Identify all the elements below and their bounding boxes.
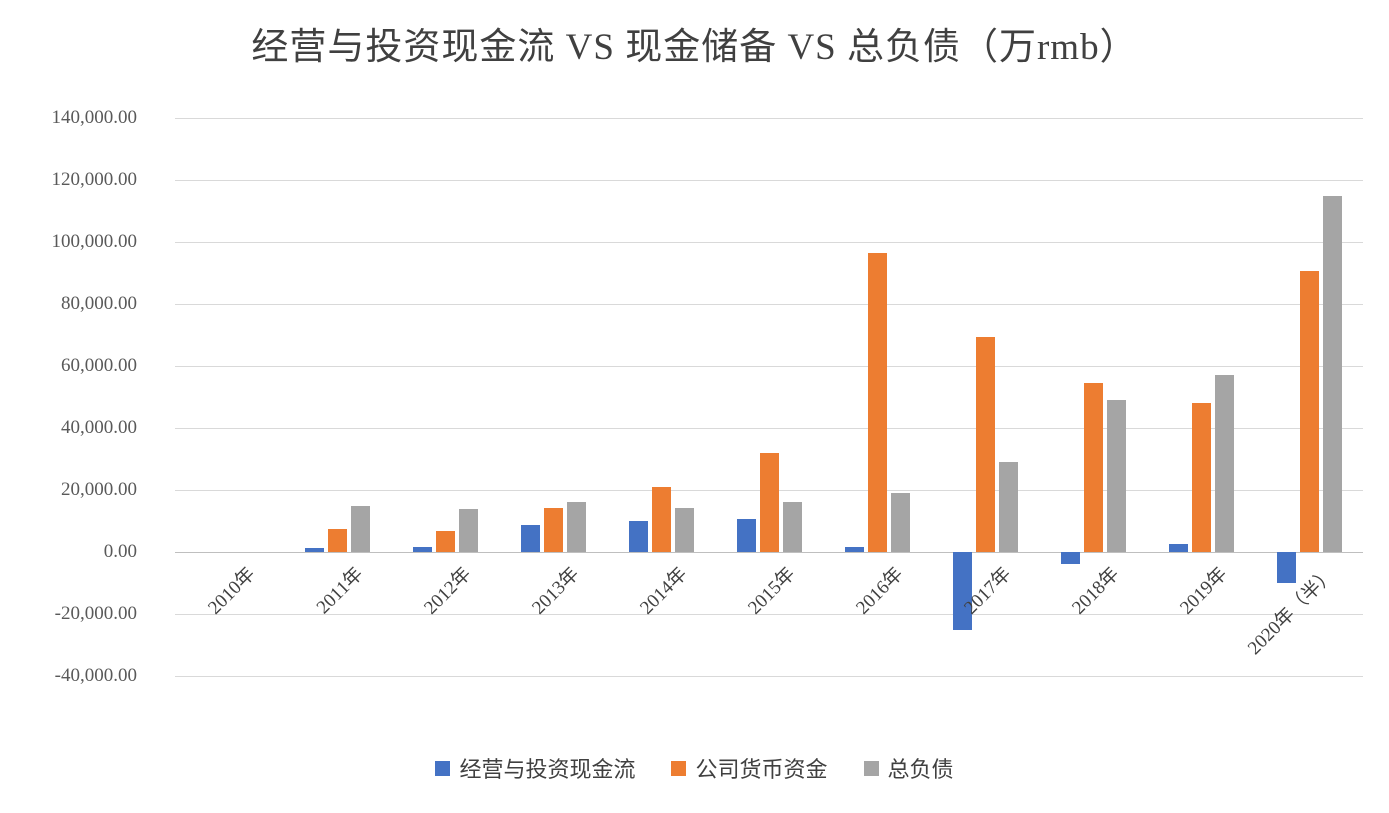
plot-area: -40,000.00 -20,000.00 0.00 20,000.00 40,000.… [52, 107, 1363, 686]
bar-total-liabilities-2017 [998, 462, 1018, 552]
gridline [175, 614, 1363, 615]
bar-company-cash-funds-2014 [651, 486, 671, 552]
bar-company-cash-funds-2015 [759, 452, 779, 552]
gridline [175, 428, 1363, 429]
bar-operating-investing-cashflow-2017 [952, 552, 972, 630]
gridline [175, 304, 1363, 305]
bar-total-liabilities-2013 [566, 502, 586, 552]
y-axis-tick-label: -20,000.00 [54, 603, 137, 624]
legend-swatch-icon [863, 760, 879, 776]
x-axis-tick-label: 2010年 [204, 563, 260, 619]
bar-operating-investing-cashflow-2019 [1168, 543, 1188, 552]
gridline [175, 676, 1363, 677]
bar-operating-investing-cashflow-2011 [304, 548, 324, 552]
x-axis-tick-label: 2015年 [744, 563, 800, 619]
chart-title: 经营与投资现金流 VS 现金储备 VS 总负债（万rmb） [251, 27, 1138, 68]
bar-company-cash-funds-2011 [327, 528, 347, 552]
bar-company-cash-funds-2016 [867, 252, 887, 552]
bar-operating-investing-cashflow-2016 [844, 546, 864, 552]
legend-item-total-liabilities: 总负债 [863, 752, 954, 784]
legend-swatch-icon [435, 760, 451, 776]
x-axis-tick-label: 2014年 [636, 563, 692, 619]
bar-operating-investing-cashflow-2015 [736, 519, 756, 552]
y-axis-tick-label: 100,000.00 [51, 231, 138, 252]
bar-total-liabilities-2011 [350, 505, 370, 552]
bar-company-cash-funds-2018 [1083, 383, 1103, 552]
x-axis-tick-label: 2012年 [420, 563, 476, 619]
legend-item-operating-investing-cashflow: 经营与投资现金流 [435, 752, 635, 784]
legend-label: 总负债 [887, 757, 954, 782]
legend-item-company-cash-funds: 公司货币资金 [671, 752, 828, 784]
bar-company-cash-funds-2017 [975, 336, 995, 552]
bar-total-liabilities-2014 [674, 507, 694, 552]
legend: 经营与投资现金流 公司货币资金 总负债 [0, 752, 1389, 784]
x-axis-tick-label: 2011年 [312, 563, 368, 619]
bar-company-cash-funds-2020 [1299, 271, 1319, 552]
legend-label: 经营与投资现金流 [459, 757, 636, 782]
bar-operating-investing-cashflow-2018 [1060, 552, 1080, 565]
x-axis-tick-label: 2018年 [1068, 563, 1124, 619]
x-axis-line [175, 552, 1363, 553]
y-axis-tick-label: 0.00 [103, 541, 137, 562]
y-axis-tick-label: -40,000.00 [54, 665, 137, 686]
gridline [175, 366, 1363, 367]
bar-operating-investing-cashflow-2014 [628, 521, 648, 552]
bar-company-cash-funds-2013 [543, 507, 563, 552]
x-axis-tick-label: 2016年 [852, 563, 908, 619]
bar-operating-investing-cashflow-2020 [1276, 552, 1296, 583]
y-axis-tick-label: 60,000.00 [61, 355, 137, 376]
bar-company-cash-funds-2019 [1191, 403, 1211, 552]
y-axis-tick-label: 40,000.00 [61, 417, 137, 438]
bar-operating-investing-cashflow-2013 [520, 525, 540, 552]
y-axis-tick-label: 120,000.00 [51, 169, 138, 190]
bar-total-liabilities-2019 [1214, 375, 1234, 552]
bar-company-cash-funds-2012 [435, 530, 455, 552]
bar-total-liabilities-2012 [458, 508, 478, 552]
y-axis-tick-label: 80,000.00 [61, 293, 137, 314]
bar-total-liabilities-2018 [1106, 400, 1126, 552]
y-axis-tick-label: 20,000.00 [61, 479, 137, 500]
bar-total-liabilities-2016 [890, 493, 910, 552]
bar-total-liabilities-2015 [782, 502, 802, 552]
bar-operating-investing-cashflow-2012 [412, 547, 432, 552]
gridline [175, 242, 1363, 243]
gridline [175, 180, 1363, 181]
legend-swatch-icon [671, 760, 687, 776]
gridline [175, 118, 1363, 119]
x-axis-tick-label: 2013年 [528, 563, 584, 619]
y-axis-tick-label: 140,000.00 [51, 107, 138, 128]
legend-label: 公司货币资金 [695, 757, 828, 782]
bar-total-liabilities-2020 [1322, 195, 1342, 552]
x-axis-tick-label: 2019年 [1176, 563, 1232, 619]
